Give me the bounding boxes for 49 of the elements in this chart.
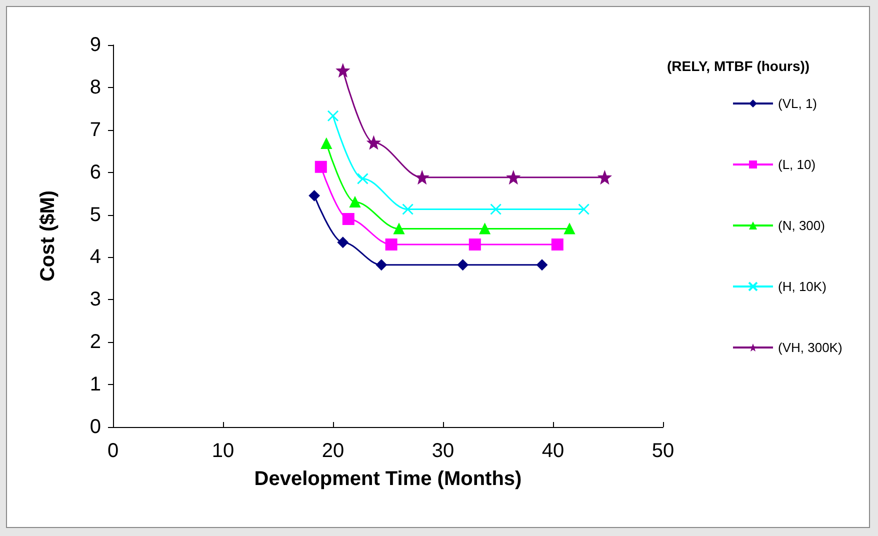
legend-label: (N, 300) [778,218,825,233]
point [350,196,360,208]
point [342,213,354,226]
point [490,204,502,216]
y-tick-label: 1 [90,374,101,396]
x-tick-label: 20 [322,440,344,462]
y-tick-label: 7 [90,118,101,141]
point [320,138,332,149]
y-tick-label: 3 [90,288,101,311]
legend-label: (VL, 1) [778,96,818,111]
x-axis-title: Development Time (Months) [254,468,522,490]
y-axis-title: Cost ($M) [37,190,59,282]
point [336,64,350,77]
x-tick-label: 30 [432,440,454,462]
point [337,236,348,248]
x-tick-label: 0 [107,440,119,462]
point [402,204,414,216]
legend-label: (H, 10K) [778,279,826,294]
point [314,160,327,173]
point [416,170,429,184]
point [468,238,481,250]
point [385,238,398,250]
point [564,223,575,234]
y-tick-label: 4 [90,246,101,268]
point [598,170,612,184]
point [551,238,564,250]
y-tick-label: 8 [90,76,101,98]
y-tick-label: 2 [90,331,101,354]
point [578,204,590,216]
x-tick-label: 40 [542,440,564,462]
y-tick-label: 5 [90,204,101,226]
point [367,136,380,150]
point [506,170,520,184]
point [479,223,490,234]
point [308,190,320,202]
legend-label: (VH, 300K) [778,340,842,355]
point [327,110,339,122]
legend-title: (RELY, MTBF (hours)) [667,58,810,74]
x-tick-label: 10 [212,440,234,462]
legend-label: (L, 10) [778,157,816,172]
point [394,223,404,234]
point [356,172,368,184]
y-tick-label: 0 [90,416,101,438]
y-tick-label: 9 [90,34,101,56]
y-tick-label: 6 [90,161,101,184]
point [457,259,468,270]
x-tick-label: 50 [652,440,674,462]
point [376,259,387,270]
point [536,259,548,270]
